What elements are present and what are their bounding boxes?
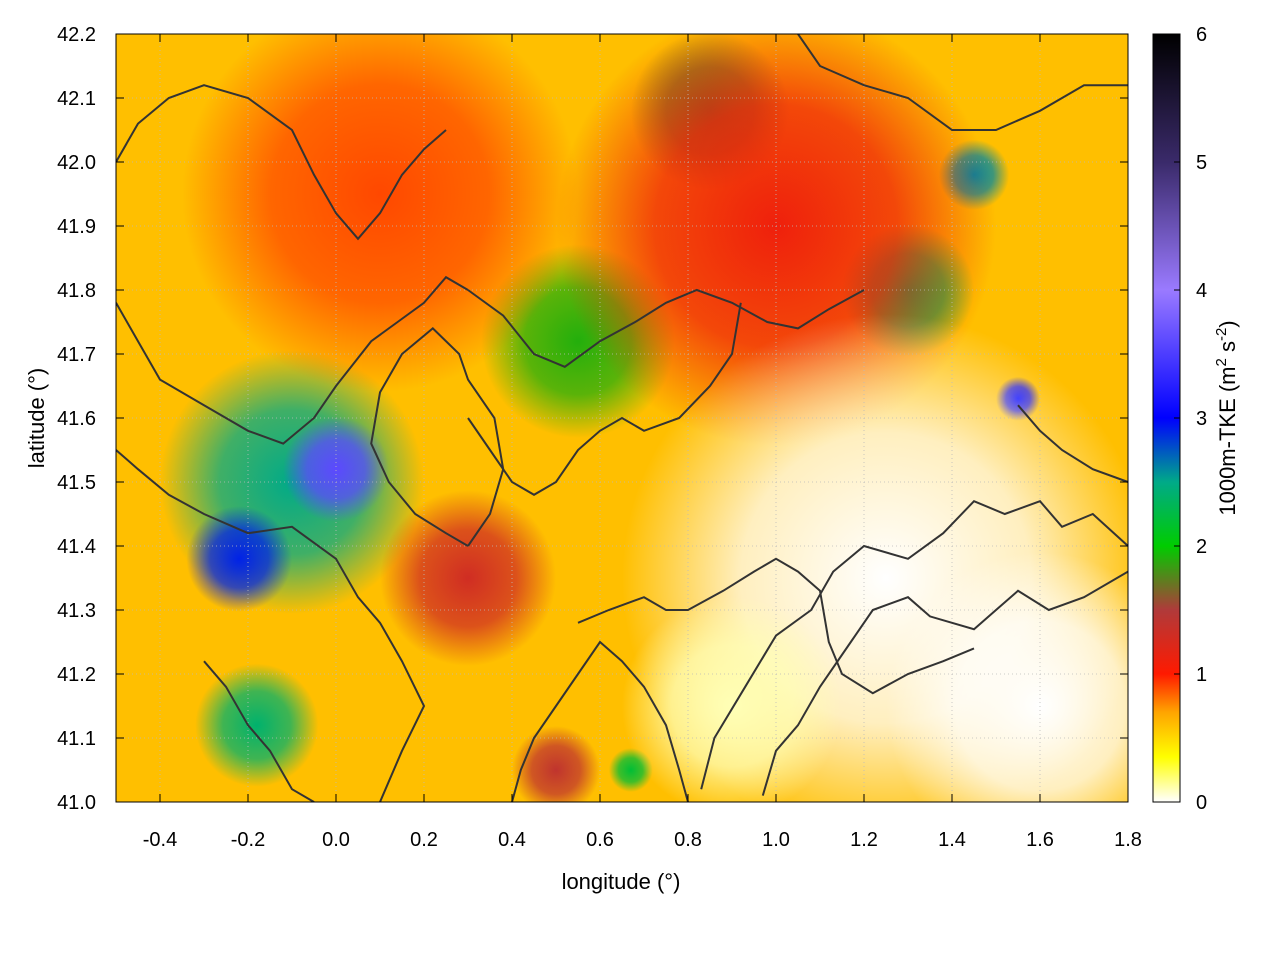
contour-line bbox=[1017, 404, 1128, 483]
contour-line bbox=[116, 275, 469, 445]
grid bbox=[116, 34, 1128, 802]
contour-line bbox=[116, 84, 447, 241]
contour-line bbox=[700, 500, 1128, 790]
plot-area bbox=[116, 34, 1128, 802]
y-tick-label: 42.2 bbox=[57, 24, 96, 46]
x-tick-label: 0.8 bbox=[674, 829, 702, 851]
y-tick-label: 41.4 bbox=[57, 536, 96, 558]
colorbar-tick-label: 3 bbox=[1196, 408, 1207, 430]
contour-line bbox=[467, 288, 865, 368]
x-tick-label: 1.6 bbox=[1026, 829, 1054, 851]
y-tick-label: 41.6 bbox=[57, 408, 96, 430]
tke-cell bbox=[283, 416, 389, 522]
tke-cell bbox=[186, 506, 292, 612]
tke-cell bbox=[622, 596, 842, 802]
colorbar-tick-label: 2 bbox=[1196, 536, 1207, 558]
terrain-contours bbox=[116, 34, 1128, 802]
x-tick-label: 0.4 bbox=[498, 829, 526, 851]
contour-line bbox=[116, 449, 426, 802]
tke-cell bbox=[512, 726, 600, 802]
contour-line bbox=[761, 570, 1128, 796]
y-tick-label: 41.7 bbox=[57, 344, 96, 366]
x-tick-label: 1.0 bbox=[762, 829, 790, 851]
tke-cell bbox=[195, 663, 319, 787]
x-tick-label: 1.2 bbox=[850, 829, 878, 851]
y-tick-label: 41.0 bbox=[57, 792, 96, 814]
colorbar-tick-label: 5 bbox=[1196, 152, 1207, 174]
contour-line bbox=[370, 327, 505, 547]
y-tick-label: 41.9 bbox=[57, 216, 96, 238]
y-tick-label: 41.3 bbox=[57, 600, 96, 622]
contour-line bbox=[797, 34, 1128, 131]
colorbar-tick-label: 0 bbox=[1196, 792, 1207, 814]
y-tick-label: 41.1 bbox=[57, 728, 96, 750]
colorbar-title: 1000m-TKE (m2 s-2) bbox=[1213, 320, 1240, 515]
x-tick-label: 0.0 bbox=[322, 829, 350, 851]
axes: -0.4 -0.2 0.0 0.2 0.4 0.6 0.8 1.0 1.2 1.4 1.6 1.8 41… bbox=[57, 24, 1142, 851]
tke-cell bbox=[380, 490, 556, 666]
colorbar: 0 1 2 3 4 5 6 1000m-TKE (m2 s-2) bbox=[1152, 24, 1240, 814]
y-tick-label: 42.1 bbox=[57, 88, 96, 110]
colorbar-tick-label: 1 bbox=[1196, 664, 1207, 686]
y-tick-label: 41.5 bbox=[57, 472, 96, 494]
y-tick-label: 41.2 bbox=[57, 664, 96, 686]
x-axis-title: longitude (°) bbox=[562, 869, 681, 894]
contour-line bbox=[511, 640, 689, 802]
colorbar-ticks: 0 1 2 3 4 5 6 bbox=[1174, 24, 1207, 814]
y-tick-label: 41.8 bbox=[57, 280, 96, 302]
contour-line bbox=[577, 557, 975, 695]
tke-cell bbox=[182, 34, 578, 392]
x-tick-label: 0.6 bbox=[586, 829, 614, 851]
y-tick-label: 42.0 bbox=[57, 152, 96, 174]
x-tick-label: 0.2 bbox=[410, 829, 438, 851]
colorbar-tick-label: 6 bbox=[1196, 24, 1207, 46]
x-tick-label: -0.4 bbox=[143, 829, 177, 851]
x-tick-label: -0.2 bbox=[231, 829, 265, 851]
contour-line bbox=[203, 660, 315, 802]
x-tick-label: 1.8 bbox=[1114, 829, 1142, 851]
y-axis-title: latitude (°) bbox=[24, 368, 49, 469]
tke-cell bbox=[886, 552, 1128, 802]
x-tick-label: 1.4 bbox=[938, 829, 966, 851]
contour-line bbox=[467, 302, 742, 496]
colorbar-tick-label: 4 bbox=[1196, 280, 1207, 302]
